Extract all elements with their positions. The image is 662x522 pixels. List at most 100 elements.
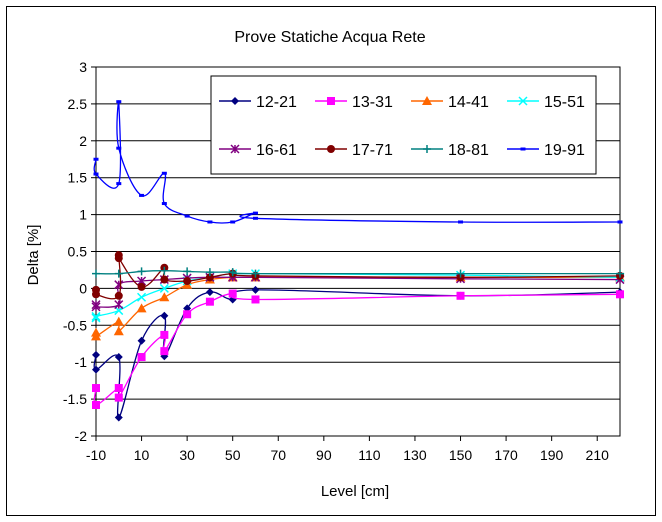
data-point xyxy=(456,269,465,278)
data-point xyxy=(91,313,101,323)
legend: 12-21 13-31 14-41 15-51 16-61 17-71 18-81 19-91 xyxy=(210,75,597,175)
x-axis-ticks: -10 10 30 50 70 90 110 130 150 170 190 210 xyxy=(86,436,609,463)
y-tick-label: 1.5 xyxy=(68,170,88,186)
data-point xyxy=(205,297,214,306)
y-tick-label: 2.5 xyxy=(68,96,88,112)
data-point xyxy=(159,283,169,293)
data-point xyxy=(423,145,431,153)
y-tick-label: -1 xyxy=(75,354,88,370)
data-point xyxy=(92,269,100,278)
data-point xyxy=(92,401,100,410)
data-point xyxy=(518,96,528,106)
y-tick-label: -2 xyxy=(75,428,88,444)
data-point xyxy=(159,292,170,302)
y-tick-label: 1 xyxy=(79,207,87,223)
data-point xyxy=(116,182,122,186)
data-point xyxy=(93,172,99,176)
legend-label: 18-81 xyxy=(448,142,489,159)
series-line xyxy=(95,270,620,275)
data-point xyxy=(617,220,623,224)
data-point xyxy=(228,289,237,298)
series-layer xyxy=(91,100,625,422)
series-line xyxy=(93,292,621,406)
legend-label: 15-51 xyxy=(544,94,585,111)
y-axis-ticks: -2 -1.5 -1 -0.5 0 0.5 1 1.5 2 2.5 3 xyxy=(63,59,96,444)
y-tick-label: -1.5 xyxy=(63,391,87,407)
series-14-41 xyxy=(91,272,625,341)
data-point xyxy=(116,146,122,150)
data-point xyxy=(139,193,145,197)
data-point xyxy=(327,145,335,153)
data-point xyxy=(251,285,260,294)
data-point xyxy=(252,211,258,215)
data-point xyxy=(252,216,258,220)
data-point xyxy=(91,331,101,341)
data-point xyxy=(160,330,169,339)
y-tick-label: 0.5 xyxy=(68,244,88,260)
data-point xyxy=(114,291,123,300)
legend-item: 12-21 xyxy=(219,94,297,111)
x-tick-label: 170 xyxy=(494,447,518,463)
data-point xyxy=(183,267,192,276)
data-point xyxy=(114,280,124,290)
data-point xyxy=(137,282,146,291)
legend-label: 16-61 xyxy=(256,142,297,159)
data-point xyxy=(251,269,260,278)
data-point xyxy=(92,365,100,374)
series-16-61 xyxy=(91,272,625,312)
data-point xyxy=(160,347,169,356)
data-point xyxy=(207,220,213,224)
data-point xyxy=(458,220,464,224)
data-point xyxy=(184,214,190,218)
data-point xyxy=(160,266,169,275)
data-point xyxy=(92,350,100,359)
data-point xyxy=(92,290,100,299)
x-tick-label: 50 xyxy=(225,447,241,463)
data-point xyxy=(183,310,192,319)
data-point xyxy=(183,277,192,286)
data-point xyxy=(136,303,147,313)
legend-item: 15-51 xyxy=(507,94,585,111)
data-point xyxy=(230,220,236,224)
data-point xyxy=(113,326,124,336)
legend-label: 12-21 xyxy=(256,94,297,111)
x-tick-label: 190 xyxy=(540,447,564,463)
legend-item: 17-71 xyxy=(315,142,393,159)
x-tick-label: 210 xyxy=(586,447,610,463)
data-point xyxy=(114,254,123,263)
y-tick-label: 0 xyxy=(79,280,87,296)
data-point xyxy=(160,311,169,320)
series-13-31 xyxy=(92,289,624,410)
legend-item: 14-41 xyxy=(411,94,489,111)
data-point xyxy=(114,384,123,393)
x-tick-label: 110 xyxy=(358,447,381,463)
series-12-21 xyxy=(92,285,624,422)
legend-box xyxy=(210,75,597,175)
data-point xyxy=(114,300,124,310)
data-point xyxy=(137,336,146,345)
data-point xyxy=(161,202,167,206)
legend-item: 16-61 xyxy=(219,142,297,159)
data-point xyxy=(114,413,123,422)
data-point xyxy=(228,268,237,277)
legend-label: 19-91 xyxy=(544,142,585,159)
series-18-81 xyxy=(92,266,624,278)
x-tick-label: 10 xyxy=(134,447,150,463)
data-point xyxy=(230,144,240,154)
data-point xyxy=(616,290,624,299)
data-point xyxy=(137,267,146,276)
y-tick-label: 3 xyxy=(79,59,87,75)
series-line xyxy=(93,289,621,419)
data-point xyxy=(205,268,214,277)
legend-item: 19-91 xyxy=(507,142,585,159)
y-tick-label: 2 xyxy=(79,133,87,149)
data-point xyxy=(114,269,123,278)
series-line xyxy=(93,276,620,338)
legend-label: 17-71 xyxy=(352,142,393,159)
legend-item: 18-81 xyxy=(411,142,489,159)
data-point xyxy=(327,97,335,105)
data-point xyxy=(456,291,465,300)
data-point xyxy=(113,316,124,326)
y-axis-label: Delta [%] xyxy=(25,225,42,286)
